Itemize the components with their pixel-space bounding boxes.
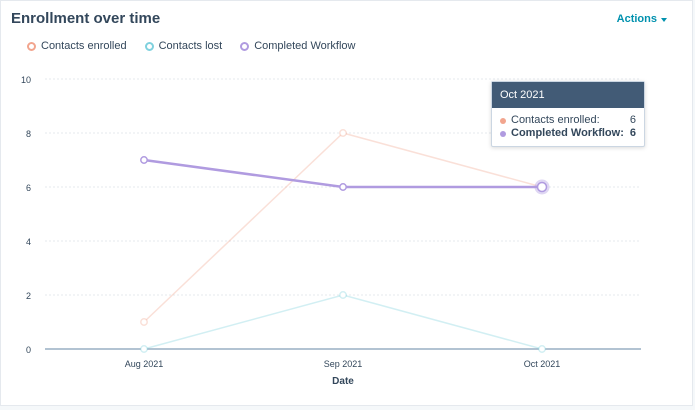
legend-marker-icon [144,41,154,51]
legend-label: Completed Workflow [254,40,356,52]
x-tick-label: Oct 2021 [524,359,561,369]
y-tick-label: 0 [26,345,31,355]
legend-marker-icon [240,41,250,51]
chart-tooltip: Oct 2021 Contacts enrolled: 6 Completed … [491,81,645,147]
y-tick-label: 10 [21,75,31,85]
actions-label: Actions [616,13,657,25]
tooltip-row-value: 6 [629,114,636,126]
legend-item-contacts-enrolled[interactable]: Contacts enrolled [27,40,127,52]
x-tick-label: Sep 2021 [324,359,363,369]
tooltip-row-label: Contacts enrolled: [511,114,600,126]
data-point-halo [534,179,550,195]
data-point [140,345,148,353]
series-dot-icon [500,117,506,124]
actions-dropdown[interactable]: Actions [617,13,667,25]
data-point [339,291,347,299]
chart-legend: Contacts enrolled Contacts lost Complete… [27,40,355,52]
tooltip-row-value: 6 [629,127,636,139]
tooltip-row-label: Completed Workflow: [511,127,624,139]
data-point [339,129,347,137]
legend-item-contacts-lost[interactable]: Contacts lost [144,40,223,52]
y-tick-label: 6 [26,183,31,193]
data-point [536,181,548,193]
tooltip-row-enrolled: Contacts enrolled: 6 [500,114,636,127]
y-tick-label: 8 [26,129,31,139]
tooltip-title: Oct 2021 [492,82,644,108]
legend-label: Contacts lost [158,40,223,52]
legend-item-completed-workflow[interactable]: Completed Workflow [240,40,355,52]
y-tick-label: 2 [26,291,31,301]
x-tick-label: Aug 2021 [125,359,164,369]
series-line [143,158,542,189]
data-point [140,156,148,164]
card-title: Enrollment over time [11,10,161,27]
caret-down-icon [661,17,667,22]
data-point [140,318,148,326]
series-dot-icon [500,130,506,137]
data-point [538,345,546,353]
data-point [339,183,347,191]
series-line [143,294,543,350]
legend-marker-icon [27,41,36,51]
y-tick-label: 4 [26,237,31,247]
legend-label: Contacts enrolled [41,40,127,52]
tooltip-row-workflow: Completed Workflow: 6 [500,127,636,140]
x-axis-label: Date [332,376,354,387]
